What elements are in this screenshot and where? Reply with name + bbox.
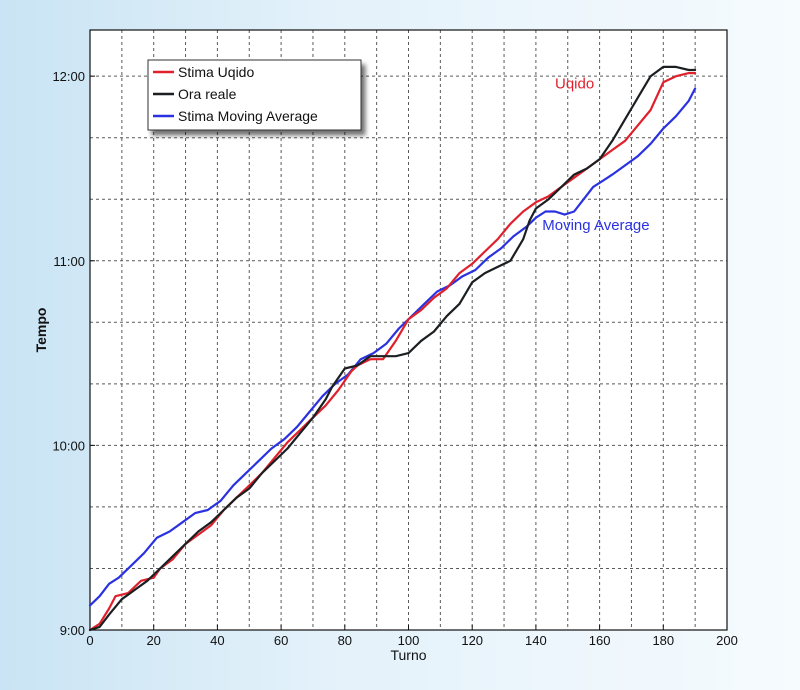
x-tick-label: 80	[338, 633, 352, 648]
x-tick-label: 180	[652, 633, 674, 648]
x-tick-label: 0	[86, 633, 93, 648]
x-axis-title: Turno	[390, 647, 426, 663]
x-tick-label: 140	[525, 633, 547, 648]
series-line-ora-reale	[88, 65, 697, 632]
annotation-label: Uqido	[555, 75, 594, 92]
x-tick-label: 200	[716, 633, 738, 648]
y-axis-title: Tempo	[33, 308, 49, 353]
y-tick-label: 11:00	[53, 254, 85, 269]
x-tick-label: 100	[398, 633, 420, 648]
legend: Stima Uqido Ora reale Stima Moving Average	[147, 59, 362, 131]
axes: 0 20 40 60 80 100 120 140 160 180 200 9:00 10:00 11:0…	[52, 29, 738, 648]
x-tick-label: 160	[589, 633, 611, 648]
y-tick-label: 12:00	[52, 69, 85, 84]
series-layer	[88, 65, 697, 632]
x-tick-label: 20	[146, 633, 160, 648]
legend-label: Ora reale	[178, 86, 237, 102]
legend-box	[147, 59, 362, 131]
series-line-stima-moving-average	[88, 87, 697, 607]
annotations: Uqido Moving Average	[542, 75, 649, 234]
legend-label: Stima Moving Average	[178, 108, 318, 124]
annotation-label: Moving Average	[542, 217, 649, 234]
x-tick-label: 40	[210, 633, 224, 648]
y-tick-label: 10:00	[52, 438, 85, 453]
grid	[90, 30, 727, 630]
x-tick-label: 60	[274, 633, 288, 648]
y-tick-label: 9:00	[60, 623, 85, 638]
x-tick-label: 120	[461, 633, 483, 648]
legend-label: Stima Uqido	[178, 64, 254, 80]
